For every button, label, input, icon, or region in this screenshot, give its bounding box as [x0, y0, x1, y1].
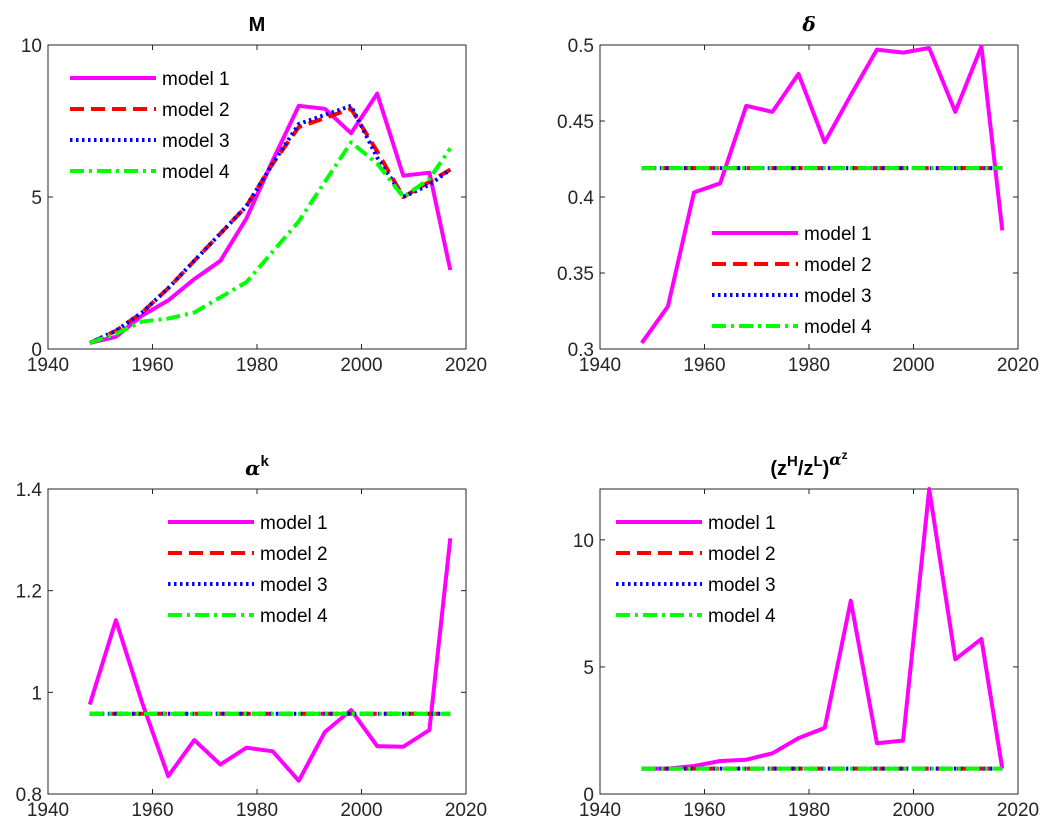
x-tick-label: 2000 [892, 800, 934, 821]
legend-label-model-2: model 2 [260, 544, 328, 565]
chart-panel-4: 1940 1960 1980 2000 2020 0 5 10 (zH/zL)αz model 1… [573, 448, 1039, 821]
y-tick-label: 0.8 [16, 785, 42, 806]
y-tick-label: 0.3 [568, 340, 594, 361]
x-tick-label: 1980 [788, 800, 830, 821]
x-tick-label: 2020 [997, 800, 1039, 821]
legend-label-model-4: model 4 [708, 606, 776, 627]
legend: model 1 model 2 model 3 model 4 [610, 506, 806, 632]
x-tick-label: 2020 [997, 355, 1039, 376]
series-line-model-1 [87, 538, 453, 783]
legend-label-model-3: model 3 [708, 575, 776, 596]
y-tick-label: 1.2 [16, 582, 42, 603]
legend-box [610, 506, 806, 632]
y-tick-label: 1.4 [16, 480, 43, 501]
legend-label-model-4: model 4 [260, 606, 328, 627]
y-tick-label: 0.5 [568, 36, 594, 57]
legend-label-model-1: model 1 [708, 513, 776, 534]
x-tick-label: 1940 [579, 355, 621, 376]
x-tick-label: 2000 [340, 355, 382, 376]
y-tick-label: 0.35 [557, 264, 594, 285]
x-tick-label: 1960 [683, 355, 725, 376]
x-tick-label: 1960 [683, 800, 725, 821]
x-tick-label: 1980 [236, 355, 278, 376]
x-tick-label: 1960 [131, 355, 173, 376]
series-line-model-4 [89, 140, 452, 345]
legend-label-model-1: model 1 [804, 224, 872, 245]
legend: model 1 model 2 model 3 model 4 [162, 506, 358, 632]
y-tick-label: 0.4 [568, 188, 595, 209]
legend-label-model-2: model 2 [708, 544, 776, 565]
series-line-model-1 [641, 487, 1005, 771]
x-tick-label: 1940 [27, 355, 69, 376]
y-tick-label: 5 [583, 658, 594, 679]
legend-box [706, 217, 902, 343]
legend-label-model-2: model 2 [804, 255, 872, 276]
legend-label-model-1: model 1 [162, 69, 230, 90]
legend-box [162, 506, 358, 632]
legend-label-model-1: model 1 [260, 513, 328, 534]
legend-label-model-4: model 4 [804, 317, 872, 338]
x-tick-label: 2020 [445, 800, 487, 821]
y-tick-label: 0 [31, 340, 42, 361]
x-tick-label: 1980 [788, 355, 830, 376]
legend: model 1 model 2 model 3 model 4 [64, 62, 254, 188]
legend-label-model-3: model 3 [162, 131, 230, 152]
x-tick-label: 2020 [445, 355, 487, 376]
x-tick-label: 2000 [340, 800, 382, 821]
series-line-model-1 [640, 44, 1005, 345]
y-tick-label: 10 [21, 36, 42, 57]
x-tick-label: 2000 [892, 355, 934, 376]
chart-title: (zH/zL)αz [770, 448, 847, 480]
y-tick-label: 1 [31, 683, 42, 704]
chart-title: δ [801, 12, 815, 36]
y-tick-label: 5 [31, 188, 42, 209]
x-tick-label: 1940 [27, 800, 69, 821]
y-tick-label: 10 [573, 531, 594, 552]
legend-label-model-3: model 3 [804, 286, 872, 307]
x-tick-label: 1960 [131, 800, 173, 821]
legend: model 1 model 2 model 3 model 4 [706, 217, 902, 343]
legend-label-model-4: model 4 [162, 162, 230, 183]
x-tick-label: 1940 [579, 800, 621, 821]
chart-title: M [249, 14, 266, 36]
legend-label-model-3: model 3 [260, 575, 328, 596]
legend-box [64, 62, 254, 188]
chart-title: αk [245, 453, 269, 480]
y-tick-label: 0.45 [557, 112, 594, 133]
x-tick-label: 1980 [236, 800, 278, 821]
y-tick-label: 0 [583, 785, 594, 806]
chart-panel-2: 1940 1960 1980 2000 2020 0.3 0.35 0.4 0.45 0.5 δ mo… [557, 12, 1039, 376]
legend-label-model-2: model 2 [162, 100, 230, 121]
